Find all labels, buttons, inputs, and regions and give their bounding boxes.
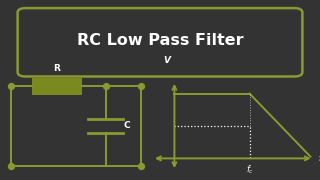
- Text: C: C: [123, 122, 130, 130]
- Text: $f_c$: $f_c$: [245, 164, 254, 176]
- Bar: [32, 78, 82, 95]
- Text: R: R: [53, 64, 60, 73]
- Point: [103, 85, 108, 88]
- FancyBboxPatch shape: [18, 8, 302, 76]
- Point: [9, 85, 14, 88]
- Text: f: f: [318, 154, 320, 163]
- Point: [9, 164, 14, 167]
- Text: V: V: [163, 56, 170, 65]
- Point: [138, 85, 143, 88]
- Point: [138, 164, 143, 167]
- Text: RC Low Pass Filter: RC Low Pass Filter: [77, 33, 243, 48]
